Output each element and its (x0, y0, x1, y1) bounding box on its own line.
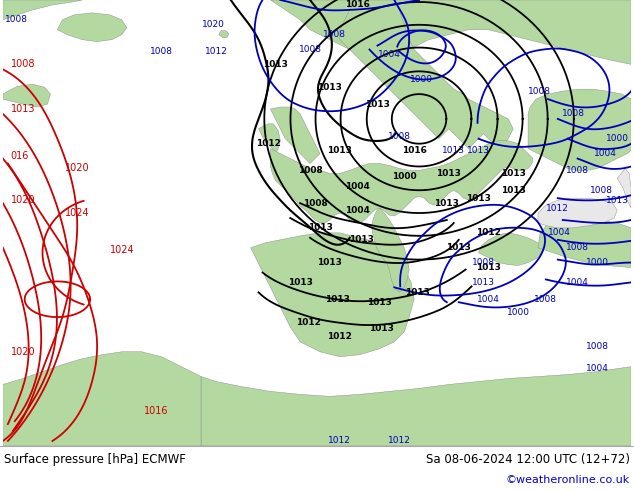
Text: 1013: 1013 (476, 263, 501, 272)
Text: 1004: 1004 (477, 295, 500, 304)
Text: 1012: 1012 (547, 203, 569, 213)
Text: 1004: 1004 (345, 206, 370, 215)
Text: 1008: 1008 (150, 47, 173, 56)
Polygon shape (201, 367, 631, 446)
Text: 1000: 1000 (605, 134, 629, 143)
Text: 1008: 1008 (529, 87, 552, 96)
Text: 1016: 1016 (402, 146, 427, 155)
Polygon shape (58, 13, 127, 42)
Text: 1020: 1020 (65, 164, 89, 173)
Text: 1013: 1013 (404, 288, 429, 297)
Polygon shape (250, 233, 414, 357)
Polygon shape (479, 233, 543, 266)
Text: 1013: 1013 (11, 104, 36, 114)
Text: 1016: 1016 (345, 0, 370, 9)
Text: 1008: 1008 (472, 258, 495, 267)
Text: 1008: 1008 (566, 243, 589, 252)
Polygon shape (259, 124, 280, 153)
Text: 1013: 1013 (307, 223, 332, 232)
Text: 1008: 1008 (586, 343, 609, 351)
Text: 1004: 1004 (378, 50, 401, 59)
Text: 1016: 1016 (144, 406, 169, 416)
Text: 1008: 1008 (323, 30, 346, 39)
Text: 1013: 1013 (349, 235, 374, 245)
Text: 1004: 1004 (566, 278, 589, 287)
Text: 1013: 1013 (436, 169, 461, 178)
Text: 1000: 1000 (586, 258, 609, 267)
Text: 1013: 1013 (288, 278, 313, 287)
Text: 1004: 1004 (586, 364, 609, 373)
Text: 1013: 1013 (472, 278, 495, 287)
Text: Surface pressure [hPa] ECMWF: Surface pressure [hPa] ECMWF (4, 453, 186, 466)
Polygon shape (3, 84, 51, 107)
Polygon shape (271, 107, 320, 164)
Text: 1013: 1013 (467, 146, 490, 155)
Text: Sa 08-06-2024 12:00 UTC (12+72): Sa 08-06-2024 12:00 UTC (12+72) (426, 453, 630, 466)
Polygon shape (3, 0, 82, 20)
Text: 1020: 1020 (11, 195, 36, 205)
Polygon shape (528, 89, 631, 171)
Polygon shape (3, 352, 201, 446)
Text: 1013: 1013 (318, 83, 342, 92)
Text: 1012: 1012 (205, 47, 228, 56)
Text: 1013: 1013 (369, 324, 394, 334)
Text: 1012: 1012 (328, 437, 351, 445)
Text: 1008: 1008 (11, 59, 36, 70)
Text: 1012: 1012 (295, 318, 321, 326)
Text: 1013: 1013 (327, 146, 353, 155)
Text: 1013: 1013 (443, 146, 465, 155)
Text: 1013: 1013 (605, 196, 629, 205)
Text: 1008: 1008 (302, 198, 327, 208)
Text: ©weatheronline.co.uk: ©weatheronline.co.uk (506, 475, 630, 485)
Text: 1008: 1008 (299, 45, 321, 54)
Text: 1000: 1000 (392, 172, 417, 181)
Text: 1013: 1013 (466, 194, 491, 203)
Text: 1008: 1008 (590, 186, 613, 195)
Polygon shape (271, 0, 631, 64)
Polygon shape (538, 218, 631, 268)
Text: 1013: 1013 (367, 298, 392, 307)
Text: 1013: 1013 (501, 186, 526, 195)
Text: 1020: 1020 (202, 20, 224, 29)
Text: 1008: 1008 (566, 166, 589, 175)
Text: 1008: 1008 (562, 109, 585, 119)
Text: 1008: 1008 (298, 166, 323, 175)
Text: 1020: 1020 (11, 347, 36, 357)
Text: 1013: 1013 (446, 243, 471, 252)
Text: 1013: 1013 (434, 198, 459, 208)
Text: 1024: 1024 (110, 245, 134, 255)
Polygon shape (271, 141, 533, 223)
Text: 1004: 1004 (345, 182, 370, 191)
Text: 1000: 1000 (410, 75, 432, 84)
Text: 1012: 1012 (327, 332, 353, 342)
Text: 1013: 1013 (501, 169, 526, 178)
Text: 1008: 1008 (5, 15, 29, 24)
Text: 1004: 1004 (594, 149, 617, 158)
Text: 1024: 1024 (65, 208, 89, 218)
Text: 1008: 1008 (534, 295, 557, 304)
Text: 016: 016 (11, 150, 29, 161)
Polygon shape (618, 169, 631, 208)
Text: 1013: 1013 (263, 60, 288, 69)
Text: 1012: 1012 (256, 139, 281, 148)
Text: 1013: 1013 (365, 99, 390, 109)
Text: 1013: 1013 (318, 258, 342, 267)
Text: 1012: 1012 (476, 228, 501, 237)
Text: 1004: 1004 (548, 228, 571, 237)
Polygon shape (219, 31, 229, 38)
Text: 1000: 1000 (507, 308, 529, 317)
Text: 1013: 1013 (325, 295, 350, 304)
Text: 1008: 1008 (388, 132, 411, 141)
Polygon shape (340, 0, 513, 148)
Polygon shape (538, 198, 618, 228)
Text: 1012: 1012 (388, 437, 411, 445)
Polygon shape (372, 208, 409, 293)
